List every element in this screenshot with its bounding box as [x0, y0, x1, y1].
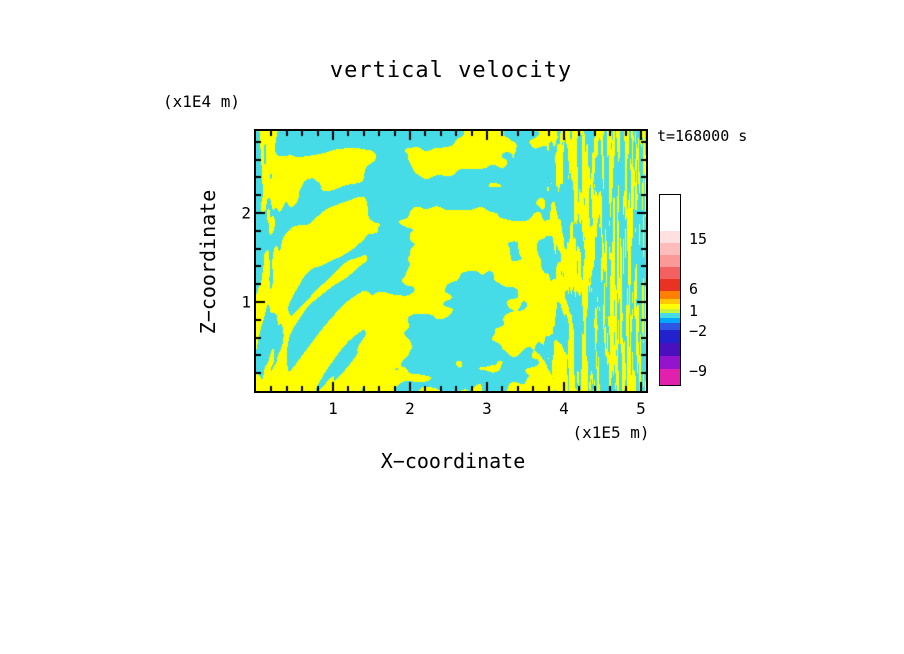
- colorbar-band: [660, 231, 680, 243]
- colorbar-label: 15: [689, 230, 708, 248]
- colorbar-band: [660, 369, 680, 385]
- x-tick-label: 5: [636, 399, 646, 418]
- z-tick-label: 2: [241, 203, 251, 223]
- colorbar-label: 6: [689, 280, 699, 298]
- colorbar-band: [660, 309, 680, 313]
- plot-area: [254, 129, 648, 393]
- colorbar-band: [660, 255, 680, 267]
- colorbar-band: [660, 318, 680, 323]
- colorbar-band: [660, 304, 680, 309]
- colorbar-band: [660, 279, 680, 291]
- colorbar-label: −9: [689, 362, 708, 380]
- colorbar-band: [660, 299, 680, 304]
- time-label: t=168000 s: [657, 127, 748, 145]
- colorbar-band: [660, 291, 680, 299]
- colorbar-band: [660, 330, 680, 343]
- z-axis-units-label: (x1E4 m): [163, 92, 241, 111]
- colorbar: [659, 194, 681, 386]
- x-tick-label: 3: [482, 399, 492, 418]
- colorbar-bands: [660, 195, 680, 385]
- plot-title: vertical velocity: [329, 58, 573, 83]
- colorbar-band: [660, 323, 680, 330]
- colorbar-band: [660, 243, 680, 255]
- z-axis-title: Z−coordinate: [196, 189, 220, 335]
- x-tick-label: 4: [559, 399, 569, 418]
- colorbar-band: [660, 356, 680, 369]
- plot-canvas: [256, 131, 646, 391]
- x-axis-title: X−coordinate: [380, 449, 526, 473]
- colorbar-label: −2: [689, 322, 708, 340]
- z-tick-label: 1: [241, 292, 251, 312]
- colorbar-band: [660, 195, 680, 231]
- colorbar-band: [660, 343, 680, 356]
- colorbar-band: [660, 313, 680, 318]
- colorbar-band: [660, 267, 680, 279]
- x-tick-label: 1: [328, 399, 338, 418]
- colorbar-label: 1: [689, 302, 699, 320]
- x-tick-label: 2: [405, 399, 415, 418]
- x-axis-units-label: (x1E5 m): [572, 423, 650, 442]
